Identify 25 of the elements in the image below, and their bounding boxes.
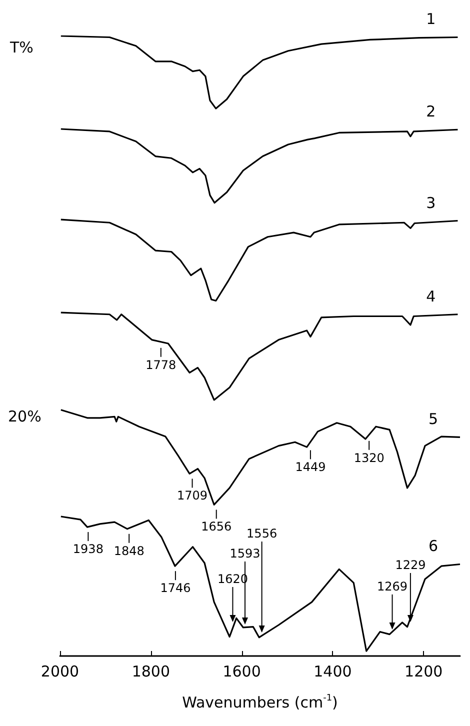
- annotation: 1229: [395, 558, 426, 572]
- series-label: 6: [428, 537, 438, 556]
- annotation: 1848: [114, 544, 144, 558]
- text: 20%: [8, 408, 42, 426]
- annotation: 1269: [377, 579, 408, 594]
- annotation: 1938: [72, 542, 104, 556]
- series-label: 1: [426, 10, 436, 28]
- annotation: 1556: [246, 526, 278, 541]
- x-tick-label: 1800: [132, 662, 170, 680]
- annotation: 1656: [201, 520, 232, 534]
- x-tick-label: 2000: [40, 662, 80, 680]
- annotation: 1709: [177, 488, 208, 503]
- annotation: 1593: [230, 546, 260, 560]
- x-tick-label: 1200: [404, 662, 443, 680]
- x-tick-label: 1600: [222, 662, 261, 680]
- annotation: 1320: [354, 450, 384, 465]
- y-axis-title: T%: [9, 38, 34, 56]
- series-label: 3: [426, 194, 436, 212]
- annotation: 1449: [295, 460, 326, 474]
- x-tick-label: 1400: [314, 662, 352, 680]
- series-label: 4: [426, 287, 436, 306]
- series-label: 2: [426, 102, 436, 121]
- annotation: 1778: [146, 358, 176, 372]
- annotation: 1746: [160, 581, 191, 596]
- series-label: 5: [428, 410, 438, 428]
